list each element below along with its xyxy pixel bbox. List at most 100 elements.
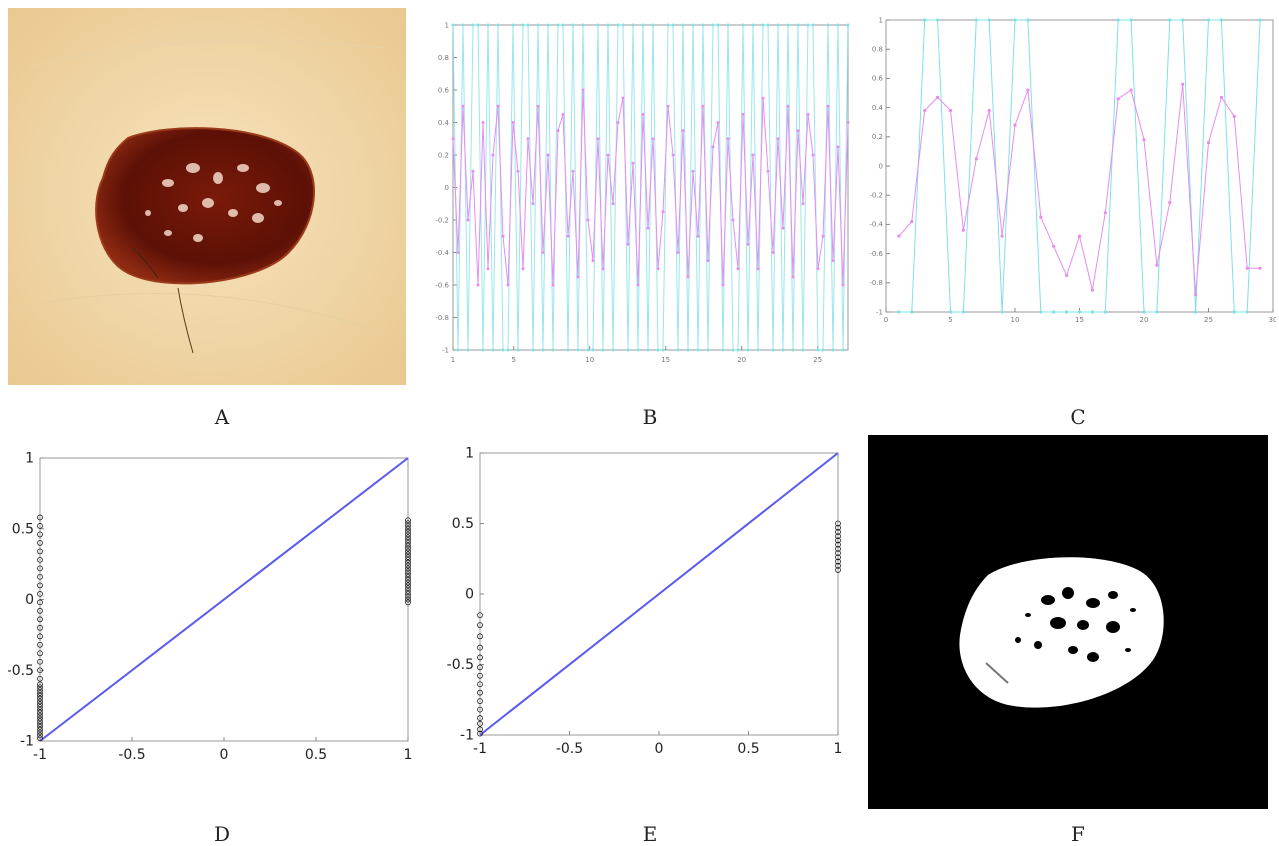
series-magenta-point: [1116, 97, 1120, 101]
series-magenta-point: [476, 283, 480, 287]
series-cyan-point: [681, 23, 685, 27]
segmentation-mask: [868, 435, 1268, 809]
series-point: [37, 675, 43, 682]
y-tick-label: -0.5: [8, 663, 34, 679]
series-magenta-point: [806, 112, 810, 116]
series-cyan-point: [806, 23, 810, 27]
caption-f: F: [1071, 822, 1085, 846]
x-tick-label: 25: [1204, 316, 1213, 324]
series-magenta-point: [606, 153, 610, 157]
series-magenta-point: [646, 226, 650, 230]
series-cyan-point: [536, 23, 540, 27]
series-cyan-point: [948, 310, 953, 314]
series-magenta-point: [706, 259, 710, 263]
series-point: [405, 548, 411, 555]
y-tick-label: 1: [25, 451, 34, 467]
series-magenta-point: [586, 218, 590, 222]
series-magenta-point: [611, 202, 615, 206]
series-point: [405, 525, 411, 532]
series-magenta-point: [786, 104, 790, 108]
series-magenta-point: [831, 259, 835, 263]
series-point: [477, 698, 483, 705]
series-cyan-point: [781, 348, 785, 352]
series-point: [835, 558, 841, 565]
series-cyan-point: [1077, 310, 1082, 314]
series-point: [405, 565, 411, 572]
series-cyan-point: [696, 348, 700, 352]
series-magenta-point: [1181, 82, 1185, 86]
series-cyan-point: [1065, 310, 1069, 314]
series-point: [37, 687, 43, 693]
series-magenta-point: [1129, 88, 1133, 92]
series-magenta-point: [661, 210, 665, 214]
series-point: [405, 576, 411, 583]
series-magenta-point: [811, 153, 815, 157]
x-tick-label: -1: [473, 741, 487, 756]
series-cyan-point: [756, 348, 760, 352]
series-point: [37, 531, 43, 538]
series-cyan-point: [476, 23, 480, 27]
y-tick-label: 0: [465, 587, 474, 603]
series-point: [37, 599, 43, 606]
series-cyan-point: [461, 23, 465, 27]
series-point: [405, 523, 411, 529]
y-tick-label: 0.6: [438, 86, 450, 94]
series-point: [37, 704, 43, 710]
series-magenta-point: [701, 104, 705, 108]
series-cyan-point: [511, 23, 515, 27]
series-cyan-point: [736, 348, 740, 352]
series-cyan-point: [786, 23, 790, 27]
series-point: [37, 695, 43, 702]
y-tick-label: -1: [442, 346, 449, 354]
series-diagonal-line: [39, 457, 409, 742]
series-point: [37, 556, 43, 563]
series-cyan-point: [496, 23, 500, 27]
series-cyan-point: [974, 18, 978, 22]
series-magenta-point: [581, 88, 585, 92]
y-tick-label: 0.8: [438, 54, 449, 62]
series-cyan-point: [601, 348, 605, 352]
series-point: [37, 624, 43, 631]
series-cyan-point: [766, 23, 770, 27]
series-magenta-point: [910, 219, 914, 224]
series-cyan-point: [551, 348, 555, 352]
series-cyan-point: [1116, 18, 1120, 22]
series-cyan-point: [636, 348, 640, 352]
series-point: [37, 706, 43, 713]
series-magenta-point: [561, 112, 565, 116]
y-tick-label: -0.4: [869, 221, 883, 229]
series-cyan-point: [1245, 310, 1249, 314]
series-point: [835, 524, 841, 531]
series-cyan-point: [661, 348, 665, 352]
series-cyan-point: [686, 348, 690, 352]
series-cyan-point: [711, 23, 715, 27]
series-point: [37, 729, 43, 736]
series-magenta-point: [551, 283, 555, 287]
series-cyan-point: [923, 18, 927, 22]
series-point: [835, 550, 841, 557]
series-magenta-point: [796, 129, 800, 133]
series-point: [37, 709, 43, 716]
series-point: [835, 554, 841, 561]
series-cyan-point: [836, 23, 840, 27]
series-magenta-point: [596, 137, 600, 141]
series-cyan-point: [471, 23, 475, 27]
series-magenta-point: [506, 283, 510, 287]
series-cyan-point: [987, 18, 991, 22]
series-magenta-point: [974, 157, 978, 161]
y-tick-label: 1: [879, 16, 883, 24]
y-tick-label: 0.8: [872, 46, 883, 54]
series-cyan-point: [716, 23, 720, 27]
series-magenta-point: [656, 267, 660, 271]
series-magenta-point: [1013, 123, 1017, 127]
series-cyan-point: [961, 310, 965, 314]
series-point: [37, 684, 43, 691]
series-point: [37, 590, 43, 597]
series-point: [477, 672, 483, 679]
series-magenta-point: [1077, 234, 1082, 238]
series-magenta-point: [841, 283, 845, 287]
series-magenta-point: [511, 121, 515, 124]
caption-e: E: [642, 822, 658, 846]
x-tick-label: 5: [512, 356, 516, 364]
series-cyan-point: [556, 23, 560, 27]
